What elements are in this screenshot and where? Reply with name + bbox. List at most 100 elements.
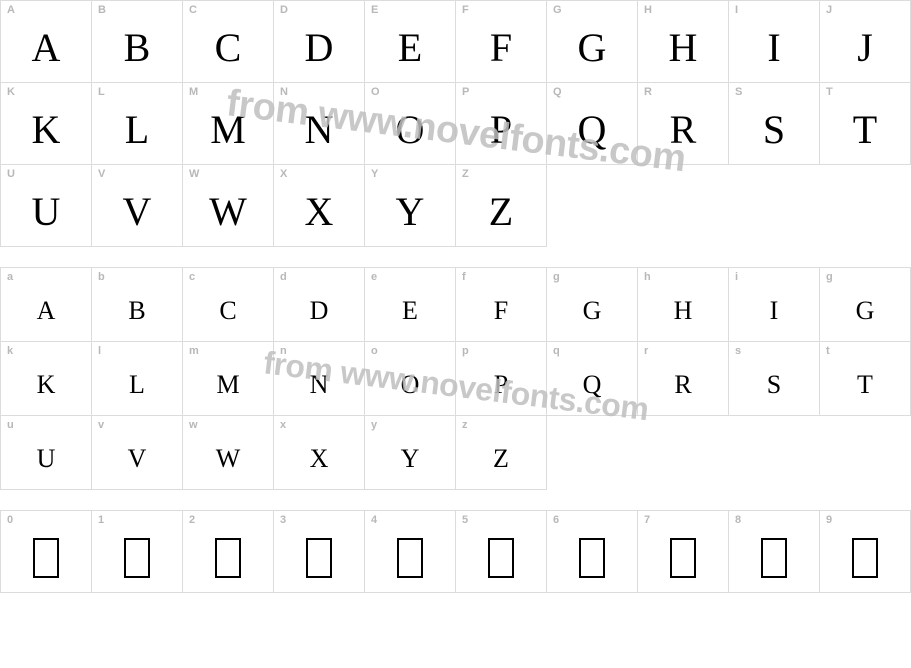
font-character-map: AABBCCDDEEFFGGHHIIJJKKLLMMNNOOPPQQRRSSTT…: [0, 0, 911, 593]
glyph-cell: wW: [183, 416, 274, 490]
glyph-wrap: E: [371, 283, 449, 337]
cell-label: e: [371, 272, 449, 283]
glyph: J: [857, 28, 873, 68]
glyph-cell: bB: [92, 268, 183, 342]
missing-glyph-icon: [761, 538, 787, 578]
glyph-wrap: T: [826, 98, 904, 160]
glyph-cell: WW: [183, 165, 274, 247]
cell-label: 9: [826, 515, 904, 526]
cell-label: G: [553, 5, 631, 16]
glyph-cell: nN: [274, 342, 365, 416]
glyph-wrap: U: [7, 431, 85, 485]
glyph: F: [494, 298, 508, 324]
glyph: I: [770, 298, 779, 324]
cell-label: 0: [7, 515, 85, 526]
glyph-cell: MM: [183, 83, 274, 165]
glyph-cell: VV: [92, 165, 183, 247]
cell-label: f: [462, 272, 540, 283]
glyph: Q: [578, 110, 607, 150]
glyph: N: [305, 110, 334, 150]
cell-label: x: [280, 420, 358, 431]
glyph: W: [209, 192, 247, 232]
glyph-wrap: H: [644, 16, 722, 78]
glyph-wrap: [189, 526, 267, 588]
glyph-wrap: R: [644, 98, 722, 160]
glyph-wrap: Y: [371, 431, 449, 485]
glyph-cell: 4: [365, 511, 456, 593]
cell-label: T: [826, 87, 904, 98]
glyph-wrap: [7, 526, 85, 588]
glyph-grid: aAbBcCdDeEfFgGhHiIgGkKlLmMnNoOpPqQrRsStT…: [0, 267, 911, 490]
cell-label: P: [462, 87, 540, 98]
glyph-wrap: [826, 526, 904, 588]
glyph-wrap: I: [735, 16, 813, 78]
glyph: T: [857, 372, 873, 398]
glyph: M: [210, 110, 246, 150]
glyph: V: [123, 192, 152, 232]
glyph-wrap: V: [98, 431, 176, 485]
glyph-wrap: O: [371, 98, 449, 160]
cell-label: w: [189, 420, 267, 431]
glyph: E: [402, 298, 418, 324]
glyph-wrap: C: [189, 283, 267, 337]
glyph-wrap: L: [98, 98, 176, 160]
cell-label: V: [98, 169, 176, 180]
glyph-cell: 0: [1, 511, 92, 593]
cell-label: v: [98, 420, 176, 431]
glyph-wrap: G: [826, 283, 904, 337]
glyph-wrap: T: [826, 357, 904, 411]
cell-label: n: [280, 346, 358, 357]
cell-label: B: [98, 5, 176, 16]
glyph-cell: HH: [638, 1, 729, 83]
glyph: R: [674, 372, 691, 398]
cell-label: q: [553, 346, 631, 357]
cell-label: 2: [189, 515, 267, 526]
glyph-cell: fF: [456, 268, 547, 342]
cell-label: D: [280, 5, 358, 16]
glyph: G: [578, 28, 607, 68]
glyph: D: [305, 28, 334, 68]
glyph: L: [129, 372, 145, 398]
glyph: R: [670, 110, 697, 150]
glyph-cell: yY: [365, 416, 456, 490]
glyph-cell: aA: [1, 268, 92, 342]
glyph: O: [401, 372, 420, 398]
glyph-cell: xX: [274, 416, 365, 490]
glyph-wrap: G: [553, 16, 631, 78]
glyph-cell: rR: [638, 342, 729, 416]
cell-label: 3: [280, 515, 358, 526]
glyph: X: [305, 192, 334, 232]
glyph-wrap: N: [280, 98, 358, 160]
glyph-wrap: A: [7, 16, 85, 78]
glyph-wrap: H: [644, 283, 722, 337]
cell-label: a: [7, 272, 85, 283]
glyph-wrap: P: [462, 98, 540, 160]
glyph-block-lowercase: aAbBcCdDeEfFgGhHiIgGkKlLmMnNoOpPqQrRsStT…: [0, 267, 911, 490]
glyph-cell: CC: [183, 1, 274, 83]
cell-label: m: [189, 346, 267, 357]
glyph-cell: qQ: [547, 342, 638, 416]
glyph-cell: 5: [456, 511, 547, 593]
glyph-cell: dD: [274, 268, 365, 342]
glyph-cell: tT: [820, 342, 911, 416]
glyph-cell: PP: [456, 83, 547, 165]
glyph-cell: LL: [92, 83, 183, 165]
glyph-wrap: W: [189, 180, 267, 242]
glyph-wrap: V: [98, 180, 176, 242]
cell-label: 5: [462, 515, 540, 526]
glyph-cell: cC: [183, 268, 274, 342]
glyph: P: [494, 372, 508, 398]
glyph-cell: eE: [365, 268, 456, 342]
glyph-wrap: [644, 526, 722, 588]
cell-label: H: [644, 5, 722, 16]
glyph-wrap: F: [462, 283, 540, 337]
glyph: Z: [489, 192, 513, 232]
glyph: B: [124, 28, 151, 68]
glyph: E: [398, 28, 422, 68]
glyph: C: [215, 28, 242, 68]
glyph: X: [310, 446, 329, 472]
glyph-cell: 7: [638, 511, 729, 593]
glyph: S: [763, 110, 785, 150]
missing-glyph-icon: [306, 538, 332, 578]
glyph-wrap: D: [280, 283, 358, 337]
